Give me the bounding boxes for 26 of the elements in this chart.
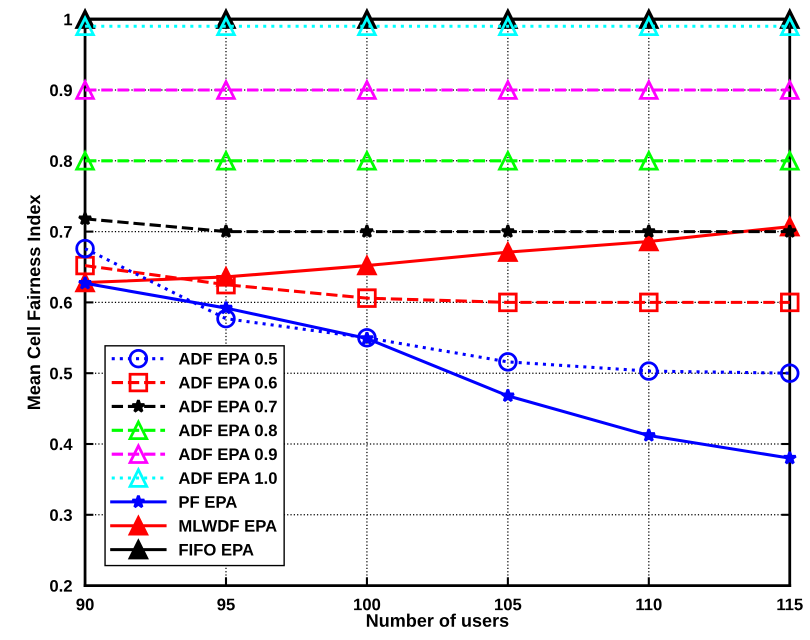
y-tick-label: 1 bbox=[64, 14, 72, 26]
y-tick-label: 0.5 bbox=[50, 368, 72, 380]
y-tick-label: 0.4 bbox=[50, 438, 72, 450]
x-axis-title: Number of users bbox=[366, 614, 508, 627]
y-tick-label: 0.8 bbox=[50, 155, 72, 168]
legend-label: ADF EPA 1.0 bbox=[178, 472, 277, 484]
legend-label: ADF EPA 0.8 bbox=[178, 424, 277, 436]
legend-label: ADF EPA 0.9 bbox=[178, 448, 277, 460]
legend-label: PF EPA bbox=[180, 496, 237, 508]
x-tick-label: 95 bbox=[217, 598, 235, 610]
legend-label: FIFO EPA bbox=[180, 544, 254, 556]
y-tick-label: 0.3 bbox=[50, 509, 72, 522]
x-tick-label: 110 bbox=[636, 598, 662, 610]
y-tick-label: 0.2 bbox=[50, 580, 72, 592]
x-tick-label: 100 bbox=[354, 598, 380, 610]
x-tick-label: 105 bbox=[495, 598, 522, 610]
legend-label: ADF EPA 0.6 bbox=[178, 376, 277, 389]
legend-label: ADF EPA 0.7 bbox=[178, 400, 277, 412]
y-tick-label: 0.6 bbox=[50, 296, 72, 309]
legend-label: MLWDF EPA bbox=[180, 520, 277, 532]
y-axis-title: Mean Cell Fairness Index bbox=[26, 194, 40, 410]
legend-label: ADF EPA 0.5 bbox=[178, 352, 278, 365]
y-tick-label: 0.7 bbox=[50, 226, 72, 238]
x-tick-label: 90 bbox=[76, 598, 94, 610]
y-tick-label: 0.9 bbox=[50, 84, 72, 96]
x-tick-label: 115 bbox=[777, 598, 803, 610]
